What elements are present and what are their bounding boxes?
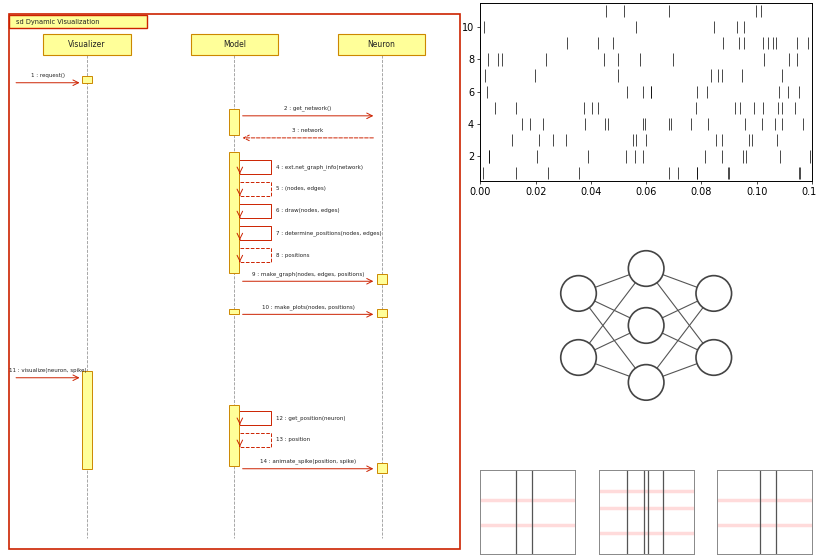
FancyBboxPatch shape [229,109,239,135]
FancyBboxPatch shape [43,33,131,55]
Text: 9 : make_graph(nodes, edges, positions): 9 : make_graph(nodes, edges, positions) [252,271,364,277]
Circle shape [628,365,664,400]
FancyBboxPatch shape [229,309,239,314]
Circle shape [561,340,596,375]
Text: 2 : get_network(): 2 : get_network() [284,106,331,111]
Text: 13 : position: 13 : position [276,437,310,442]
Text: Neuron: Neuron [368,40,396,48]
FancyBboxPatch shape [82,371,92,469]
Text: 5 : (nodes, edges): 5 : (nodes, edges) [276,187,326,192]
Text: 8 : positions: 8 : positions [276,252,309,257]
Circle shape [696,276,732,311]
Circle shape [628,251,664,286]
Text: Model: Model [223,40,246,48]
FancyBboxPatch shape [229,405,239,466]
FancyBboxPatch shape [377,274,387,284]
Text: 3 : network: 3 : network [292,129,324,134]
Text: 10 : make_plots(nodes, positions): 10 : make_plots(nodes, positions) [262,304,354,310]
Text: 14 : animate_spike(position, spike): 14 : animate_spike(position, spike) [260,458,356,465]
FancyBboxPatch shape [377,309,387,317]
Text: sd Dynamic Visualization: sd Dynamic Visualization [16,18,99,25]
Circle shape [696,340,732,375]
Text: 6 : draw(nodes, edges): 6 : draw(nodes, edges) [276,208,339,213]
FancyBboxPatch shape [229,152,239,273]
Text: 1 : request(): 1 : request() [31,74,64,79]
FancyBboxPatch shape [82,76,92,83]
FancyBboxPatch shape [338,33,425,55]
FancyBboxPatch shape [377,463,387,472]
Text: 7 : determine_positions(nodes, edges): 7 : determine_positions(nodes, edges) [276,230,381,236]
FancyBboxPatch shape [9,14,460,549]
Text: 11 : visualize(neuron, spike): 11 : visualize(neuron, spike) [9,368,86,373]
FancyBboxPatch shape [9,16,147,28]
Text: 12 : get_position(neuron): 12 : get_position(neuron) [276,415,345,421]
Text: Visualizer: Visualizer [69,40,106,48]
Circle shape [561,276,596,311]
Text: 4 : ext.net_graph_info(network): 4 : ext.net_graph_info(network) [276,164,363,170]
FancyBboxPatch shape [191,33,278,55]
Circle shape [628,307,664,343]
